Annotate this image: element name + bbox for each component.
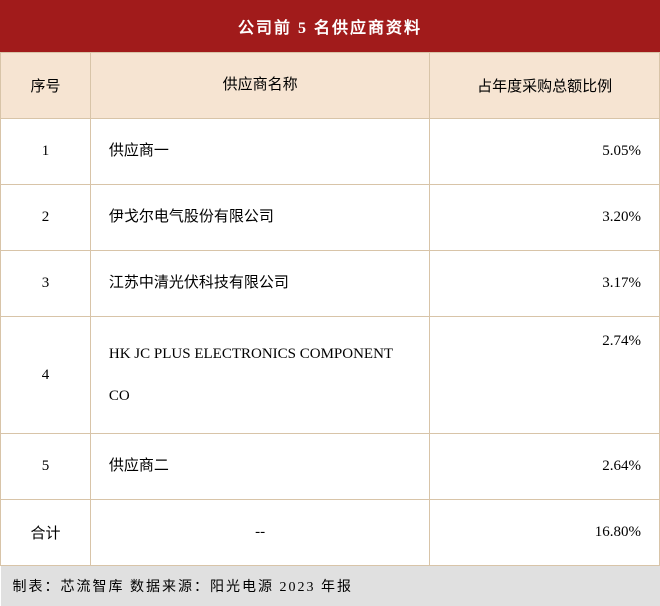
table-title: 公司前 5 名供应商资料 xyxy=(0,0,660,52)
cell-seq: 3 xyxy=(1,251,91,317)
table-row: 5 供应商二 2.64% xyxy=(1,434,660,500)
cell-seq: 5 xyxy=(1,434,91,500)
cell-name: 供应商二 xyxy=(90,434,429,500)
cell-ratio: 2.74% xyxy=(430,317,660,434)
cell-seq: 2 xyxy=(1,185,91,251)
cell-name: 江苏中清光伏科技有限公司 xyxy=(90,251,429,317)
supplier-table: 序号 供应商名称 占年度采购总额比例 1 供应商一 5.05% 2 伊戈尔电气股… xyxy=(0,52,660,606)
header-ratio: 占年度采购总额比例 xyxy=(430,53,660,119)
supplier-table-container: 公司前 5 名供应商资料 序号 供应商名称 占年度采购总额比例 1 供应商一 5… xyxy=(0,0,660,606)
header-row: 序号 供应商名称 占年度采购总额比例 xyxy=(1,53,660,119)
total-ratio: 16.80% xyxy=(430,500,660,566)
footer-row: 制表：芯流智库 数据来源：阳光电源 2023 年报 xyxy=(1,566,660,606)
footer-text: 制表：芯流智库 数据来源：阳光电源 2023 年报 xyxy=(1,566,660,606)
cell-name: 伊戈尔电气股份有限公司 xyxy=(90,185,429,251)
cell-ratio: 2.64% xyxy=(430,434,660,500)
total-row: 合计 -- 16.80% xyxy=(1,500,660,566)
table-row: 4 HK JC PLUS ELECTRONICS COMPONENT CO 2.… xyxy=(1,317,660,434)
table-row: 2 伊戈尔电气股份有限公司 3.20% xyxy=(1,185,660,251)
cell-ratio: 5.05% xyxy=(430,119,660,185)
cell-seq: 1 xyxy=(1,119,91,185)
total-seq: 合计 xyxy=(1,500,91,566)
header-name: 供应商名称 xyxy=(90,53,429,119)
cell-ratio: 3.20% xyxy=(430,185,660,251)
cell-name: 供应商一 xyxy=(90,119,429,185)
total-name: -- xyxy=(90,500,429,566)
table-row: 1 供应商一 5.05% xyxy=(1,119,660,185)
table-row: 3 江苏中清光伏科技有限公司 3.17% xyxy=(1,251,660,317)
cell-ratio: 3.17% xyxy=(430,251,660,317)
cell-seq: 4 xyxy=(1,317,91,434)
cell-name: HK JC PLUS ELECTRONICS COMPONENT CO xyxy=(90,317,429,434)
header-seq: 序号 xyxy=(1,53,91,119)
